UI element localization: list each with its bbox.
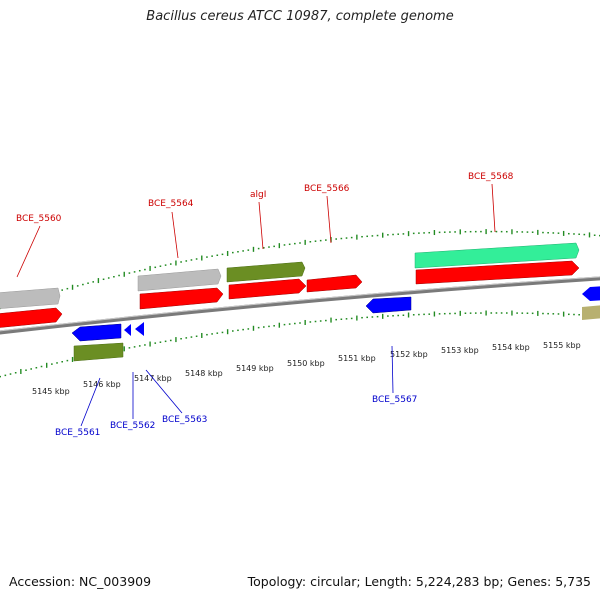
gene-olive-rev: [73, 342, 124, 362]
gene-teal-5568: [414, 242, 580, 269]
cds-red-2: [139, 287, 224, 310]
cds-blue-5567: [365, 296, 412, 314]
gene-labels: BCE_5560 BCE_5564 algI BCE_5566 BCE_5568 BCE_…: [16, 172, 514, 438]
cds-blue-3: [135, 322, 144, 336]
map-title: Bacillus cereus ATCC 10987, complete gen…: [146, 9, 454, 24]
scale-label: 5152 kbp: [390, 350, 428, 359]
scale-label: 5154 kbp: [492, 343, 530, 352]
gene-grey-1: [0, 287, 61, 309]
gene-khaki-edge: [582, 305, 600, 320]
label-connector: [326, 195, 332, 244]
cds-red-3: [228, 278, 307, 300]
gene-label-reverse: BCE_5561: [55, 428, 100, 438]
scale-label: 5150 kbp: [287, 359, 325, 368]
cds-blue-edge: [582, 286, 600, 301]
scale-label: 5155 kbp: [543, 341, 581, 350]
gene-label-forward: BCE_5566: [304, 184, 350, 194]
label-connector: [16, 225, 41, 278]
gene-label-forward: BCE_5568: [468, 172, 514, 182]
cds-blue-1: [71, 323, 122, 342]
cds-red-5: [415, 260, 580, 285]
label-connector: [145, 369, 183, 414]
scale-label: 5151 kbp: [338, 354, 376, 363]
gene-algI: [226, 261, 306, 283]
label-connector: [258, 201, 264, 250]
label-connector: [171, 211, 179, 259]
reverse-genes: [71, 286, 600, 362]
gene-label-reverse: BCE_5567: [372, 395, 417, 405]
label-connector: [491, 183, 496, 233]
gene-label-forward: BCE_5560: [16, 214, 62, 224]
accession-label: Accession: NC_003909: [9, 574, 152, 589]
gene-grey-2: [137, 268, 222, 292]
topology-label: Topology: circular; Length: 5,224,283 bp…: [247, 574, 591, 589]
gene-label-forward: algI: [250, 190, 266, 200]
label-connector: [391, 345, 394, 394]
scale-label: 5153 kbp: [441, 346, 479, 355]
gene-label-reverse: BCE_5562: [110, 421, 155, 431]
gene-label-reverse: BCE_5563: [162, 415, 207, 425]
label-connector: [80, 377, 101, 427]
scale-label: 5148 kbp: [185, 369, 223, 378]
cds-blue-2: [124, 324, 131, 336]
gene-label-connectors: [16, 183, 496, 427]
scale-label: 5145 kbp: [32, 387, 70, 396]
scale-label: 5146 kbp: [83, 380, 121, 389]
gene-label-forward: BCE_5564: [148, 199, 194, 209]
cds-red-4: [306, 274, 363, 293]
genome-backbone: [0, 276, 600, 335]
cds-red-1: [0, 307, 63, 328]
forward-genes: [0, 242, 580, 328]
scale-label: 5149 kbp: [236, 364, 274, 373]
